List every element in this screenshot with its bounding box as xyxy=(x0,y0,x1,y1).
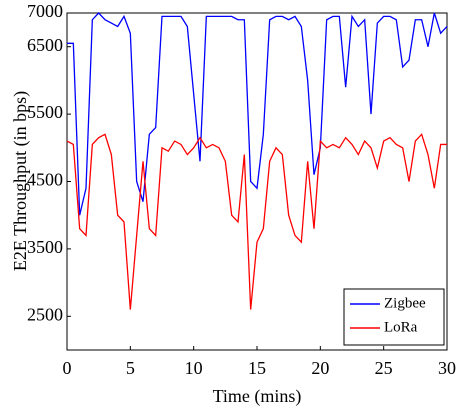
y-axis-label: E2E Throughput (in bps) xyxy=(10,91,31,271)
y-tick-label: 7000 xyxy=(27,1,63,21)
line-series xyxy=(67,12,448,216)
y-tick-label: 4500 xyxy=(27,170,63,190)
y-tick-label: 5500 xyxy=(27,102,63,122)
x-axis-label: Time (mins) xyxy=(213,386,302,407)
legend-label: Zigbee xyxy=(384,295,426,311)
y-tick-label: 2500 xyxy=(27,304,63,324)
legend-label: LoRa xyxy=(384,319,418,335)
y-tick-label: 3500 xyxy=(27,237,63,257)
y-tick-label: 6500 xyxy=(27,35,63,55)
x-tick-label: 15 xyxy=(248,358,266,378)
x-tick-label: 25 xyxy=(375,358,393,378)
x-tick-label: 0 xyxy=(63,358,72,378)
x-tick-label: 30 xyxy=(438,358,456,378)
x-tick-label: 20 xyxy=(311,358,329,378)
line-series xyxy=(66,133,447,310)
x-tick-label: 10 xyxy=(185,358,203,378)
legend-box xyxy=(343,288,445,346)
x-tick-label: 5 xyxy=(126,358,135,378)
